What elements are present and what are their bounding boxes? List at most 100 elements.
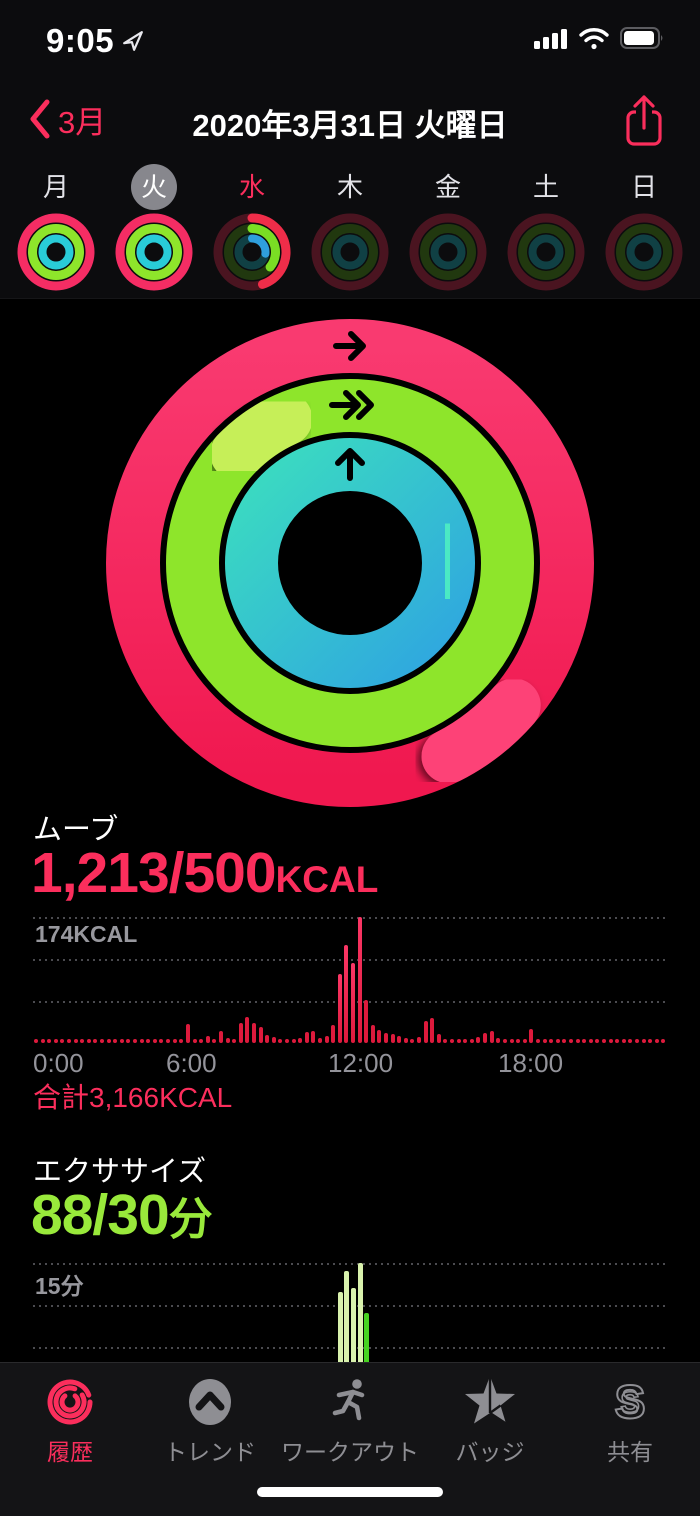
- mini-activity-rings: [115, 213, 193, 291]
- week-strip: 月火 水 木 金 土 日: [0, 164, 700, 298]
- status-time: 9:05: [46, 22, 115, 59]
- move-chart-bar: [331, 1024, 336, 1043]
- move-chart-bar: [502, 1039, 507, 1043]
- move-chart-bar: [417, 1037, 422, 1043]
- tab-badges[interactable]: バッジ: [420, 1373, 560, 1467]
- move-chart-bar: [126, 1039, 131, 1043]
- chevron-left-icon: [30, 99, 50, 139]
- weekday-3[interactable]: 水: [203, 164, 301, 299]
- stand-ring-cap: [419, 516, 475, 607]
- x-tick-12: 12:00: [328, 1048, 394, 1078]
- weekday-6[interactable]: 土: [497, 164, 595, 299]
- weekday-2[interactable]: 火: [105, 164, 203, 299]
- stand-ring: [225, 438, 475, 688]
- exercise-chart-bar: [364, 1313, 370, 1362]
- move-chart-bar: [641, 1039, 646, 1043]
- exercise-chart-bar: [337, 1292, 343, 1362]
- weekday-label: 火: [141, 164, 167, 210]
- cellular-signal-icon: [534, 29, 567, 49]
- move-chart-bar: [166, 1039, 171, 1043]
- wifi-icon: [579, 28, 609, 50]
- weekday-5[interactable]: 金: [399, 164, 497, 299]
- move-chart-bar: [139, 1039, 144, 1043]
- x-tick-0: 0:00: [33, 1048, 84, 1078]
- exercise-value-number: 88/30: [31, 1183, 170, 1247]
- move-chart-bar: [384, 1032, 389, 1043]
- exercise-ring-cap: [210, 392, 313, 481]
- move-chart-bar: [284, 1039, 289, 1043]
- weekday-label: 土: [532, 172, 559, 202]
- move-ymax-label: 174KCAL: [35, 921, 138, 947]
- status-icons: [534, 26, 666, 50]
- move-chart-bar: [608, 1038, 613, 1043]
- weekday-4[interactable]: 木: [301, 164, 399, 299]
- move-chart-bar: [185, 1024, 190, 1043]
- move-chart-bar: [575, 1038, 580, 1043]
- move-chart-bar: [377, 1029, 382, 1043]
- move-chart-bar: [522, 1038, 527, 1043]
- weekday-7[interactable]: 日: [595, 164, 693, 299]
- move-chart-bar: [450, 1039, 455, 1043]
- share-button[interactable]: [622, 92, 666, 148]
- move-chart-bar: [212, 1038, 217, 1043]
- move-chart-bar: [100, 1039, 105, 1043]
- tab-trends[interactable]: トレンド: [140, 1373, 280, 1467]
- move-chart-bar: [146, 1038, 151, 1043]
- weekday-1[interactable]: 月: [7, 164, 105, 299]
- exercise-gridline-mid: [33, 1305, 667, 1307]
- x-tick-18: 18:00: [498, 1048, 564, 1078]
- move-chart-bar: [53, 1038, 58, 1043]
- exercise-bar-chart: [33, 1263, 667, 1362]
- tab-trends-label: トレンド: [164, 1439, 256, 1465]
- back-button[interactable]: 3月: [26, 96, 106, 142]
- sharing-s-icon: S S: [613, 1376, 646, 1428]
- mini-activity-rings: [507, 213, 585, 291]
- move-chart-bar: [80, 1039, 85, 1043]
- move-chart-bar: [317, 1037, 322, 1043]
- move-chart-bar: [601, 1039, 606, 1043]
- move-chart-bar: [469, 1038, 474, 1043]
- weekday-label: 日: [630, 172, 657, 202]
- move-x-axis: 0:00 6:00 12:00 18:00: [33, 1048, 667, 1078]
- move-chart-bar: [152, 1039, 157, 1043]
- move-chart-bar: [615, 1039, 620, 1043]
- move-value-unit: KCAL: [275, 859, 379, 900]
- exercise-chart-bar: [351, 1288, 356, 1362]
- weekday-label: 水: [238, 172, 265, 202]
- badge-star-icon: [465, 1376, 515, 1425]
- move-chart-bar: [113, 1038, 118, 1043]
- svg-text:S: S: [620, 1387, 639, 1419]
- move-chart-bar: [40, 1039, 45, 1043]
- move-gridline-mid2: [33, 1001, 667, 1003]
- move-chart-bar: [529, 1028, 534, 1043]
- mini-activity-rings: [213, 213, 291, 291]
- move-ring-cap: [421, 678, 541, 784]
- battery-icon: [620, 27, 663, 49]
- tab-history[interactable]: 履歴: [0, 1373, 140, 1467]
- tab-sharing[interactable]: S S 共有: [560, 1373, 700, 1467]
- move-chart-bar: [304, 1032, 309, 1043]
- move-chart-bar: [159, 1039, 164, 1043]
- move-chart-bar: [397, 1035, 402, 1043]
- activity-rings: [106, 319, 594, 807]
- weekday-label: 金: [434, 172, 461, 202]
- move-chart-bar: [370, 1024, 375, 1043]
- move-chart-bar: [509, 1038, 514, 1043]
- move-chart-bar: [106, 1039, 111, 1043]
- home-indicator[interactable]: [257, 1487, 443, 1497]
- exercise-section-title: エクササイズ: [33, 1156, 207, 1188]
- move-gridline-mid1: [33, 959, 667, 961]
- x-tick-6: 6:00: [166, 1048, 217, 1078]
- move-section-title: ムーブ: [33, 814, 119, 846]
- location-arrow-icon: [123, 31, 143, 51]
- move-chart-bar: [648, 1039, 653, 1043]
- move-chart-bar: [476, 1037, 481, 1043]
- move-chart-bar: [628, 1039, 633, 1043]
- move-chart-bar: [60, 1039, 65, 1043]
- move-value: 1,213/500KCAL: [31, 840, 378, 906]
- tab-workouts[interactable]: ワークアウト: [280, 1373, 420, 1467]
- move-chart-bar: [337, 974, 342, 1043]
- move-chart-bar: [430, 1018, 435, 1043]
- move-chart-bar: [621, 1039, 626, 1043]
- move-chart-bar: [403, 1037, 408, 1043]
